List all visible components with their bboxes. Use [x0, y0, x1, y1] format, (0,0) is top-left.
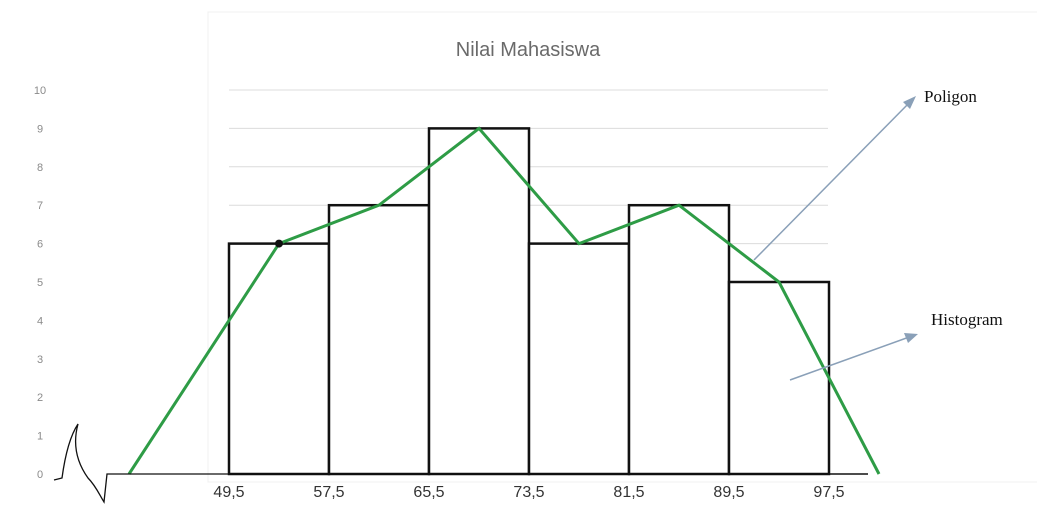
polygon-point: [275, 239, 283, 248]
x-tick-label: 65,5: [413, 484, 444, 501]
histogram-bar: [527, 242, 631, 476]
y-tick-label: 1: [37, 431, 43, 443]
histogram-label: Histogram: [931, 310, 1003, 329]
histogram-arrow: [789, 335, 913, 381]
y-tick-label: 2: [37, 392, 43, 404]
y-tick-label: 10: [34, 85, 46, 97]
y-tick-label: 3: [37, 354, 43, 366]
poligon-arrow: [753, 99, 913, 261]
y-axis-tick-labels: 0 1 2 3 4 5 6 7 8 9 10: [34, 85, 46, 481]
histogram-bar: [427, 127, 531, 476]
x-axis-tick-labels: 49,5 57,5 65,5 73,5 81,5 89,5 97,5: [213, 484, 844, 501]
frequency-polygon: [127, 126, 881, 475]
y-tick-label: 5: [37, 277, 43, 289]
y-tick-label: 6: [37, 239, 43, 251]
poligon-arrowhead: [903, 96, 916, 109]
x-tick-label: 97,5: [813, 484, 844, 501]
histogram-bar: [227, 242, 331, 476]
x-tick-label: 81,5: [613, 484, 644, 501]
y-tick-label: 9: [37, 123, 43, 135]
y-tick-label: 0: [37, 469, 43, 481]
poligon-label: Poligon: [924, 87, 977, 106]
axis-break-squiggle: [53, 423, 230, 504]
chart-title: Nilai Mahasiswa: [456, 39, 601, 61]
y-tick-label: 7: [37, 200, 43, 212]
x-tick-label: 73,5: [513, 484, 544, 501]
x-tick-label: 57,5: [313, 484, 344, 501]
histogram-bar: [627, 203, 731, 476]
histogram-bar: [727, 280, 831, 476]
x-tick-label: 49,5: [213, 484, 244, 501]
polygon-line: [127, 126, 881, 475]
histogram-bar: [327, 203, 431, 476]
y-tick-label: 4: [37, 315, 43, 327]
y-tick-label: 8: [37, 162, 43, 174]
histogram-bars: [227, 127, 831, 476]
x-tick-label: 89,5: [713, 484, 744, 501]
histogram-arrowhead: [904, 333, 918, 343]
